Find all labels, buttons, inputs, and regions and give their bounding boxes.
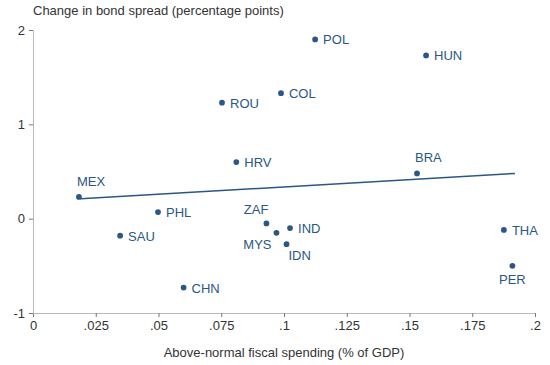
x-tick-label: 0 (30, 318, 37, 333)
x-axis-line (34, 314, 536, 318)
y-tick-label: 1 (18, 117, 25, 132)
point (423, 53, 429, 59)
y-tick-mark (29, 219, 33, 220)
y-axis-title: Change in bond spread (percentage points… (33, 3, 284, 18)
x-axis-title: Above-normal fiscal spending (% of GDP) (164, 345, 405, 360)
y-tick-label: -1 (13, 306, 25, 321)
point (274, 230, 280, 236)
point-label: MEX (77, 174, 106, 189)
point (181, 285, 187, 291)
x-tick-mark (96, 313, 97, 317)
y-tick-label: 0 (18, 211, 25, 226)
point (414, 171, 420, 177)
x-tick: .025 (84, 313, 109, 333)
point-label: ROU (230, 96, 259, 111)
y-axis: -1 0 1 2 (13, 23, 33, 321)
x-tick: .05 (150, 313, 168, 333)
y-tick-mark (29, 30, 33, 31)
point (287, 225, 293, 231)
x-tick: .1 (279, 313, 290, 333)
point-label: PER (499, 272, 526, 287)
point (76, 194, 82, 200)
point (219, 100, 225, 106)
y-tick: 2 (18, 23, 33, 38)
point-label: IND (298, 221, 320, 236)
point (510, 263, 516, 269)
y-axis-line (29, 31, 34, 314)
x-tick-mark (535, 313, 536, 317)
point-label: MYS (243, 237, 272, 252)
point (312, 37, 318, 43)
point-label: ZAF (244, 202, 269, 217)
point (278, 90, 284, 96)
x-tick-label: .2 (530, 318, 541, 333)
point-label: PHL (166, 205, 191, 220)
y-tick: -1 (13, 306, 33, 321)
point (501, 227, 507, 233)
point-label: COL (289, 86, 316, 101)
point (117, 233, 123, 239)
point (264, 221, 270, 227)
plot: 0 .025 .05 .075 .1 .125 .15 .175 .2 -1 0 1 2 MEX PHL SA… (13, 23, 540, 334)
point-label: HRV (244, 155, 272, 170)
point-label: IDN (289, 248, 311, 263)
point-label: BRA (415, 150, 442, 165)
y-tick-mark (29, 313, 33, 314)
point (284, 241, 290, 247)
y-tick-mark (29, 124, 33, 125)
trend-line (81, 173, 515, 198)
x-tick-mark (347, 313, 348, 317)
x-tick-mark (159, 313, 160, 317)
x-tick-mark (472, 313, 473, 317)
x-tick-label: .175 (460, 318, 485, 333)
x-tick-mark (221, 313, 222, 317)
x-tick: .15 (401, 313, 419, 333)
x-tick-mark (410, 313, 411, 317)
x-tick-label: .025 (84, 318, 109, 333)
point (155, 209, 161, 215)
x-tick-label: .075 (209, 318, 234, 333)
x-tick-label: .1 (279, 318, 290, 333)
point-label: HUN (434, 48, 462, 63)
x-axis: 0 .025 .05 .075 .1 .125 .15 .175 .2 (30, 313, 541, 333)
x-tick-label: .05 (150, 318, 168, 333)
y-tick: 1 (18, 117, 33, 132)
point-label: POL (323, 32, 349, 47)
point-label: SAU (128, 229, 155, 244)
x-tick: .125 (335, 313, 360, 333)
y-tick: 0 (18, 211, 33, 226)
point (233, 159, 239, 165)
marks (76, 37, 515, 291)
point-label: CHN (192, 281, 220, 296)
x-tick: 0 (30, 313, 37, 333)
x-tick: .2 (530, 313, 541, 333)
x-tick: .175 (460, 313, 485, 333)
point-labels: MEX PHL SAU CHN ROU HRV ZAF MYS IND IDN COL POL HUN B… (77, 32, 538, 295)
point-label: THA (512, 223, 538, 238)
x-tick-mark (284, 313, 285, 317)
y-tick-label: 2 (18, 23, 25, 38)
x-tick-label: .125 (335, 318, 360, 333)
x-tick: .075 (209, 313, 234, 333)
chart: 0 .025 .05 .075 .1 .125 .15 .175 .2 -1 0 1 2 MEX PHL SA… (0, 0, 550, 365)
x-tick-label: .15 (401, 318, 419, 333)
